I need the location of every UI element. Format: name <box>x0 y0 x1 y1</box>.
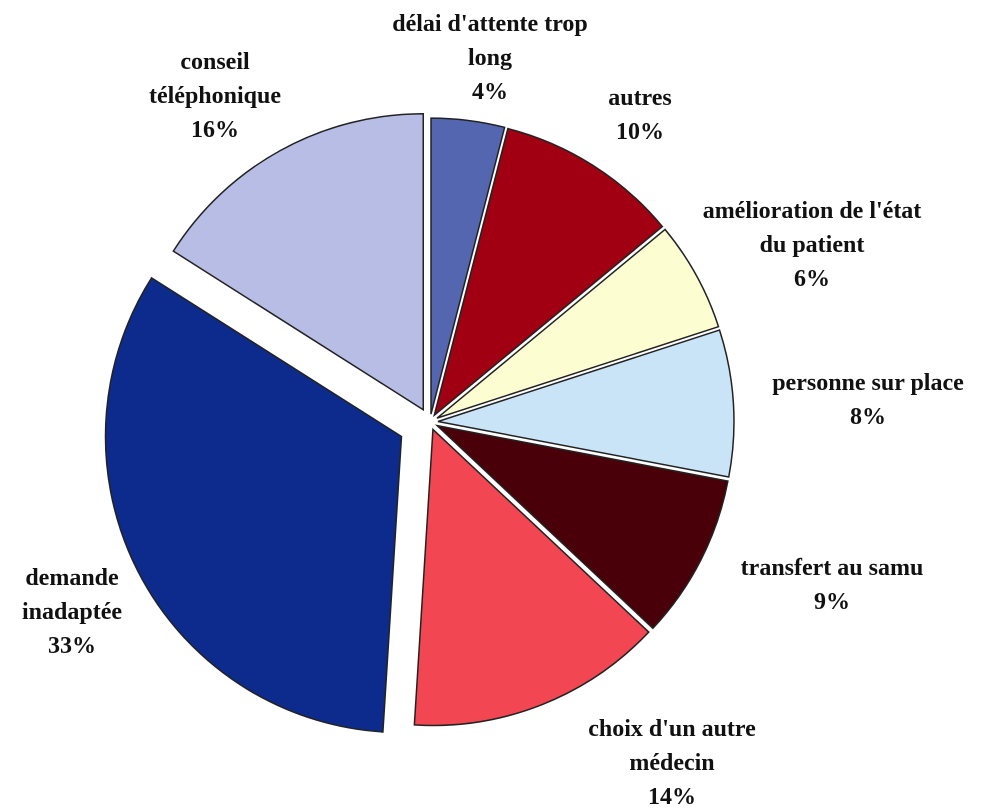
pie-slice <box>432 127 664 418</box>
slice-label: transfert au samu 9% <box>707 551 957 619</box>
pie-slice <box>434 424 729 630</box>
category-label: demande inadaptée <box>21 565 122 625</box>
value-label: 10% <box>616 119 664 145</box>
slice-label: amélioration de l'état du patient 6% <box>697 194 927 296</box>
value-label: 4% <box>472 79 508 105</box>
slice-label: conseil téléphonique 16% <box>130 45 300 147</box>
pie-slice <box>413 427 650 727</box>
pie-slice <box>104 276 403 733</box>
value-label: 14% <box>648 784 696 810</box>
pie-slice <box>437 329 735 478</box>
category-label: personne sur place <box>772 370 964 396</box>
slice-label: délai d'attente trop long 4% <box>375 7 605 109</box>
category-label: amélioration de l'état du patient <box>702 198 922 258</box>
value-label: 8% <box>850 404 886 430</box>
value-label: 6% <box>794 266 830 292</box>
category-label: autres <box>608 85 672 111</box>
pie-slice <box>436 228 720 419</box>
category-label: choix d'un autre médecin <box>588 716 756 776</box>
pie-slice <box>430 117 506 415</box>
slice-label: choix d'un autre médecin 14% <box>557 712 787 812</box>
slice-label: personne sur place 8% <box>733 366 993 434</box>
category-label: délai d'attente trop long <box>392 11 588 71</box>
value-label: 16% <box>191 117 239 143</box>
category-label: conseil téléphonique <box>148 49 282 109</box>
category-label: transfert au samu <box>740 555 924 581</box>
slice-label: autres 10% <box>580 81 700 149</box>
pie-slice <box>172 112 425 412</box>
value-label: 9% <box>814 589 850 615</box>
value-label: 33% <box>48 633 96 659</box>
slice-label: demande inadaptée 33% <box>2 561 142 663</box>
